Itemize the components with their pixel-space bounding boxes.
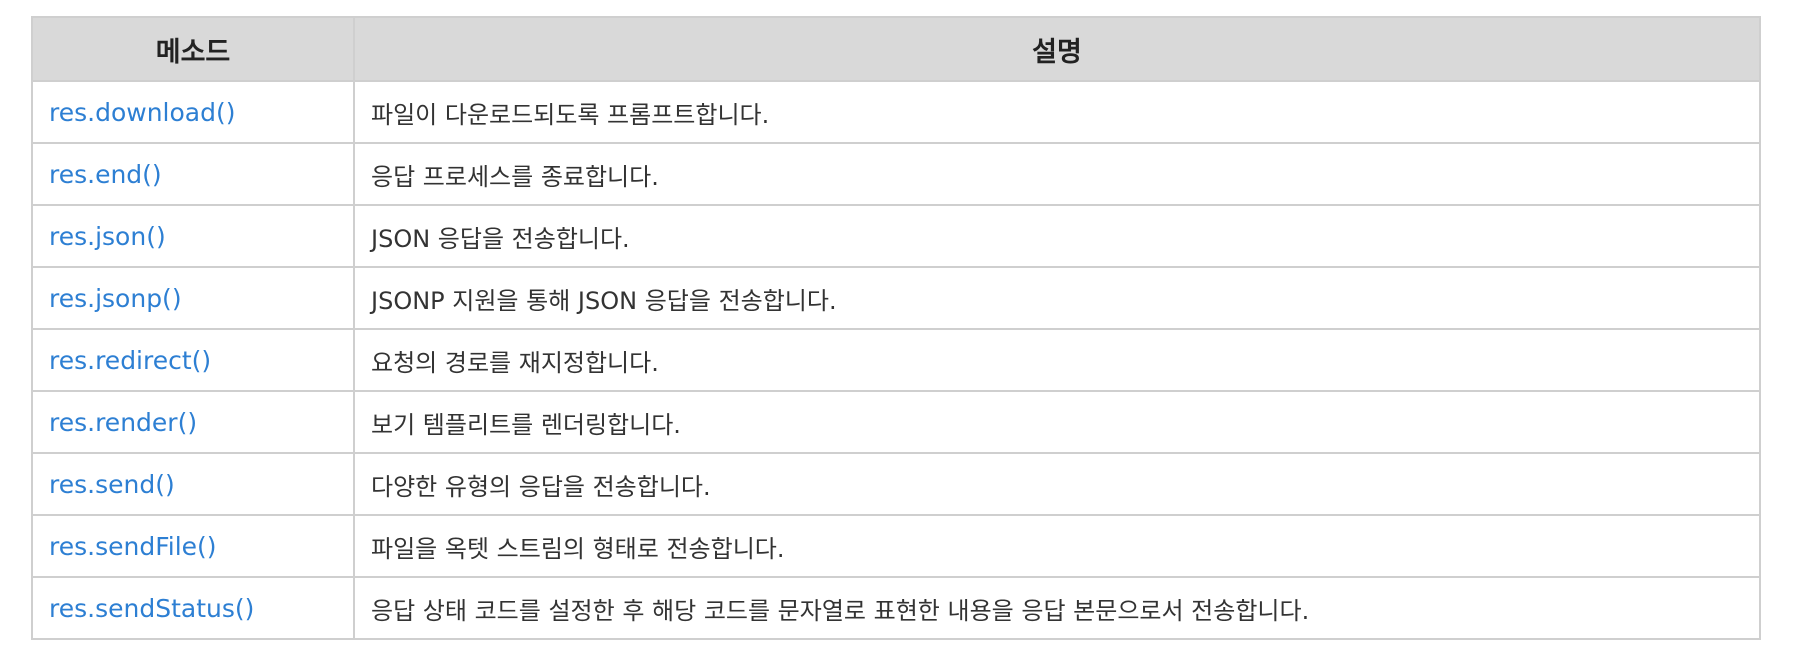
- method-link-download[interactable]: res.download(): [49, 97, 236, 127]
- method-link-json[interactable]: res.json(): [49, 221, 166, 251]
- table-row: res.download() 파일이 다운로드되도록 프롬프트합니다.: [31, 80, 1761, 144]
- response-methods-table: 메소드 설명 res.download() 파일이 다운로드되도록 프롬프트합니…: [31, 16, 1761, 640]
- header-description: 설명: [353, 16, 1761, 82]
- description-cell: JSONP 지원을 통해 JSON 응답을 전송합니다.: [353, 266, 1761, 330]
- table-row: res.redirect() 요청의 경로를 재지정합니다.: [31, 328, 1761, 392]
- header-method: 메소드: [31, 16, 355, 82]
- method-link-jsonp[interactable]: res.jsonp(): [49, 283, 182, 313]
- description-cell: JSON 응답을 전송합니다.: [353, 204, 1761, 268]
- method-link-sendstatus[interactable]: res.sendStatus(): [49, 593, 255, 623]
- table-row: res.sendStatus() 응답 상태 코드를 설정한 후 해당 코드를 …: [31, 576, 1761, 640]
- table-row: res.jsonp() JSONP 지원을 통해 JSON 응답을 전송합니다.: [31, 266, 1761, 330]
- description-cell: 응답 프로세스를 종료합니다.: [353, 142, 1761, 206]
- method-link-render[interactable]: res.render(): [49, 407, 198, 437]
- method-cell: res.sendStatus(): [31, 576, 355, 640]
- table-row: res.json() JSON 응답을 전송합니다.: [31, 204, 1761, 268]
- table-row: res.end() 응답 프로세스를 종료합니다.: [31, 142, 1761, 206]
- method-cell: res.render(): [31, 390, 355, 454]
- method-cell: res.redirect(): [31, 328, 355, 392]
- method-cell: res.end(): [31, 142, 355, 206]
- description-cell: 요청의 경로를 재지정합니다.: [353, 328, 1761, 392]
- method-cell: res.download(): [31, 80, 355, 144]
- table-body: res.download() 파일이 다운로드되도록 프롬프트합니다. res.…: [31, 80, 1761, 640]
- description-cell: 파일을 옥텟 스트림의 형태로 전송합니다.: [353, 514, 1761, 578]
- table-header: 메소드 설명: [31, 16, 1761, 82]
- method-cell: res.json(): [31, 204, 355, 268]
- methods-table-container: 메소드 설명 res.download() 파일이 다운로드되도록 프롬프트합니…: [31, 16, 1761, 640]
- description-cell: 응답 상태 코드를 설정한 후 해당 코드를 문자열로 표현한 내용을 응답 본…: [353, 576, 1761, 640]
- method-link-end[interactable]: res.end(): [49, 159, 162, 189]
- method-cell: res.sendFile(): [31, 514, 355, 578]
- table-row: res.sendFile() 파일을 옥텟 스트림의 형태로 전송합니다.: [31, 514, 1761, 578]
- table-row: res.render() 보기 템플리트를 렌더링합니다.: [31, 390, 1761, 454]
- description-cell: 보기 템플리트를 렌더링합니다.: [353, 390, 1761, 454]
- description-cell: 다양한 유형의 응답을 전송합니다.: [353, 452, 1761, 516]
- method-cell: res.send(): [31, 452, 355, 516]
- header-row: 메소드 설명: [31, 16, 1761, 82]
- description-cell: 파일이 다운로드되도록 프롬프트합니다.: [353, 80, 1761, 144]
- table-row: res.send() 다양한 유형의 응답을 전송합니다.: [31, 452, 1761, 516]
- method-cell: res.jsonp(): [31, 266, 355, 330]
- method-link-redirect[interactable]: res.redirect(): [49, 345, 212, 375]
- method-link-sendfile[interactable]: res.sendFile(): [49, 531, 217, 561]
- method-link-send[interactable]: res.send(): [49, 469, 175, 499]
